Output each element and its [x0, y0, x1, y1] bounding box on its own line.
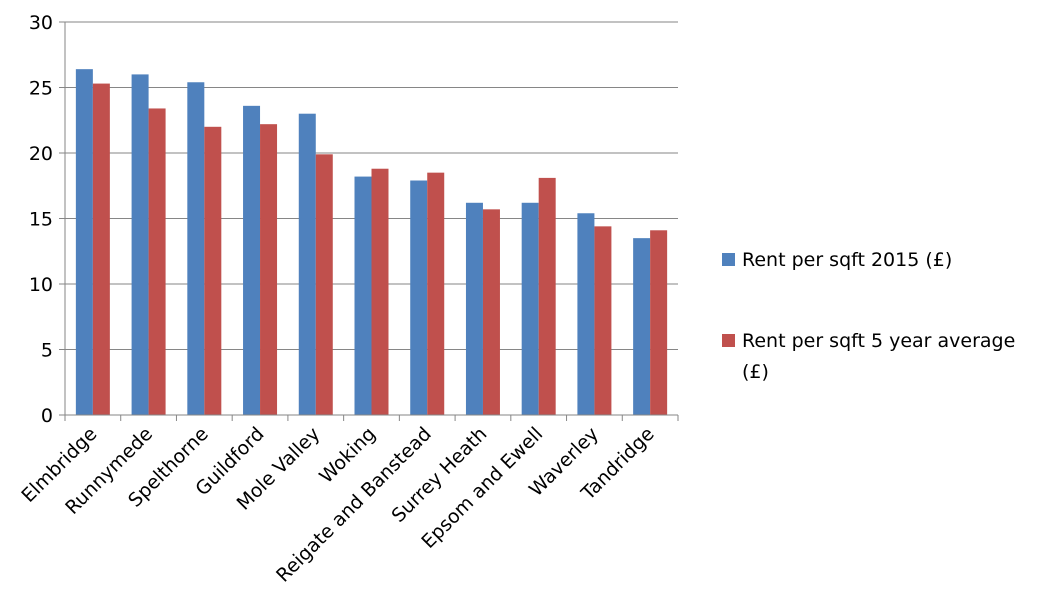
legend-label-rent-5yr-average: Rent per sqft 5 year average — [742, 330, 1015, 352]
legend-label-rent-2015: Rent per sqft 2015 (£) — [742, 249, 952, 271]
x-category-label: Surrey Heath — [388, 423, 492, 527]
y-tick-label: 15 — [29, 209, 53, 231]
legend-label-rent-5yr-average-line2: (£) — [742, 361, 769, 383]
bar-rent-2015 — [633, 238, 651, 415]
bar-rent-5yr-average — [315, 154, 333, 415]
legend-swatch-rent-2015 — [722, 253, 735, 266]
bar-rent-5yr-average — [92, 83, 110, 415]
legend: Rent per sqft 2015 (£) Rent per sqft 5 y… — [722, 249, 1015, 383]
bar-rent-2015 — [465, 202, 483, 415]
legend-swatch-rent-5yr-average — [722, 334, 735, 347]
bar-rent-5yr-average — [650, 230, 668, 415]
bars — [75, 69, 668, 416]
bar-rent-2015 — [243, 105, 261, 415]
bar-rent-2015 — [354, 176, 372, 415]
bar-rent-5yr-average — [594, 226, 612, 415]
x-axis-category-labels: ElmbridgeRunnymedeSpelthorneGuildfordMol… — [17, 423, 658, 587]
bar-rent-5yr-average — [260, 124, 278, 416]
bar-rent-2015 — [298, 113, 316, 415]
y-tick-label: 30 — [29, 12, 53, 34]
bar-rent-5yr-average — [427, 172, 445, 415]
bar-rent-5yr-average — [371, 168, 389, 415]
y-tick-label: 10 — [29, 274, 53, 296]
y-axis-tick-labels: 0 5 10 15 20 25 30 — [29, 12, 53, 427]
bar-rent-2015 — [521, 202, 539, 415]
bar-rent-5yr-average — [538, 177, 556, 415]
bar-rent-2015 — [410, 180, 428, 415]
y-tick-label: 5 — [41, 340, 53, 362]
bar-rent-5yr-average — [148, 108, 166, 416]
bar-rent-2015 — [577, 213, 595, 415]
y-tick-label: 25 — [29, 78, 53, 100]
y-tick-label: 20 — [29, 143, 53, 165]
bar-rent-5yr-average — [204, 126, 222, 416]
bar-rent-2015 — [131, 74, 149, 416]
axes — [59, 21, 679, 421]
bar-rent-2015 — [75, 69, 93, 415]
y-tick-label: 0 — [41, 405, 53, 427]
bar-rent-2015 — [187, 82, 205, 415]
bar-rent-5yr-average — [482, 209, 500, 415]
